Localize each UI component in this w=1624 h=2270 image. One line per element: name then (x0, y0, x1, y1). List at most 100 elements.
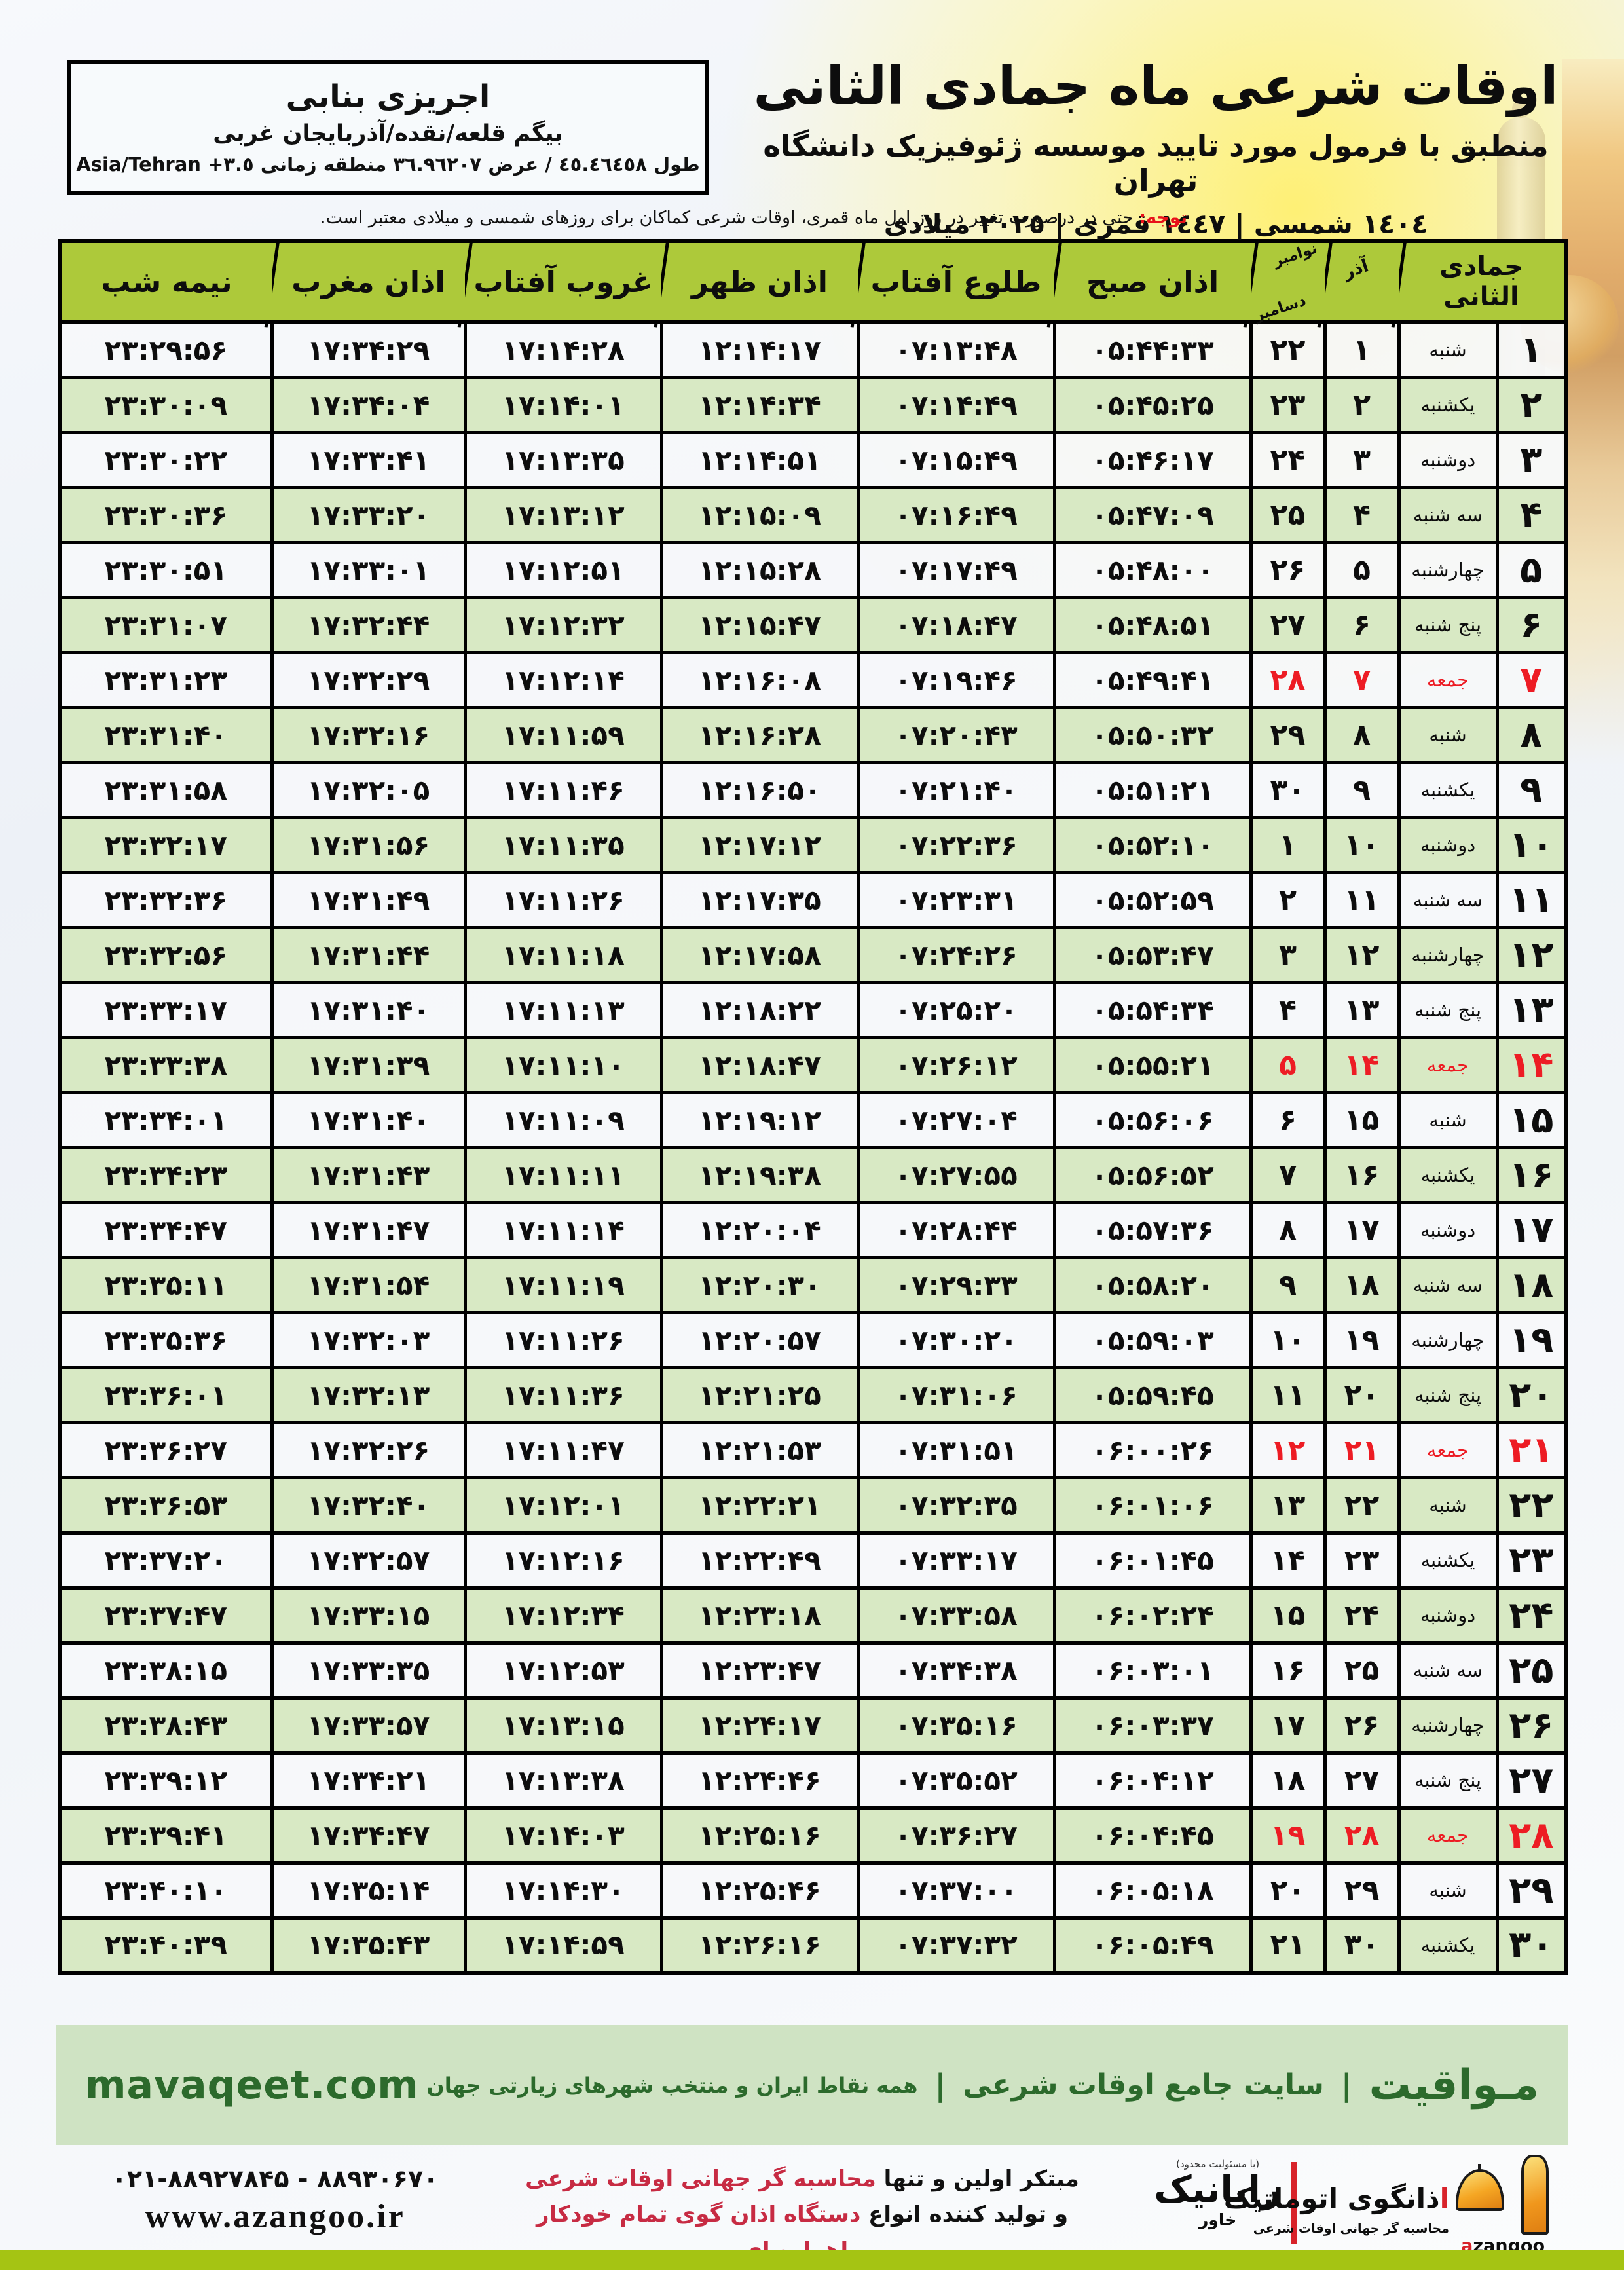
day-number-cell: ۱۳ (1495, 980, 1568, 1039)
sunrise-time-cell: ۰۷:۳۷:۰۰ (856, 1861, 1056, 1920)
fajr-time-cell: ۰۵:۵۲:۵۹ (1052, 870, 1253, 929)
rayanik-red-bar-icon (1291, 2162, 1297, 2244)
midnight-time-cell: ۲۳:۳۹:۴۱ (58, 1806, 274, 1865)
dhuhr-time-cell: ۱۲:۱۶:۲۸ (659, 705, 860, 764)
sunset-time-cell: ۱۷:۱۲:۱۶ (463, 1531, 663, 1590)
notice-line: توجه: حتی در درصورت تغییر در روز اول ماه… (58, 208, 1187, 228)
maghrib-time-cell: ۱۷:۳۱:۴۴ (270, 925, 467, 984)
table-row: ۲۱ جمعه ۲۱ ۱۲ ۰۶:۰۰:۲۶ ۰۷:۳۱:۵۱ ۱۲:۲۱:۵۳… (58, 1421, 1568, 1479)
dhuhr-time-cell: ۱۲:۲۱:۵۳ (659, 1421, 860, 1479)
weekday-cell: شنبه (1397, 705, 1499, 764)
sunset-time-cell: ۱۷:۱۱:۴۷ (463, 1421, 663, 1479)
azar-day-cell: ۲ (1323, 375, 1401, 434)
mavaqeet-tagline: سایت جامع اوقات شرعی (963, 2068, 1324, 2102)
rayanik-name: رایانیک (1154, 2168, 1282, 2211)
day-number-cell: ۸ (1495, 705, 1568, 764)
maghrib-time-cell: ۱۷:۳۲:۴۴ (270, 595, 467, 654)
maghrib-time-cell: ۱۷:۳۳:۵۷ (270, 1696, 467, 1755)
dhuhr-time-cell: ۱۲:۱۹:۱۲ (659, 1090, 860, 1149)
azar-day-cell: ۲۶ (1323, 1696, 1401, 1755)
fajr-time-cell: ۰۵:۵۸:۲۰ (1052, 1256, 1253, 1314)
dhuhr-time-cell: ۱۲:۲۶:۱۶ (659, 1916, 860, 1975)
gregorian-day-cell: ۲ (1249, 870, 1327, 929)
maghrib-time-cell: ۱۷:۳۲:۴۰ (270, 1476, 467, 1535)
sunrise-time-cell: ۰۷:۳۴:۳۸ (856, 1641, 1056, 1700)
phone-numbers: ۰۲۱-۸۸۹۲۷۸۴۵ - ۸۸۹۳۰۶۷۰ (111, 2165, 439, 2193)
midnight-time-cell: ۲۳:۳۲:۵۶ (58, 925, 274, 984)
slogan-1-black: مبتکر اولین و تنها (876, 2166, 1079, 2192)
weekday-cell: جمعه (1397, 1035, 1499, 1094)
gregorian-day-cell: ۱۶ (1249, 1641, 1327, 1700)
table-row: ۱۰ دوشنبه ۱۰ ۱ ۰۵:۵۲:۱۰ ۰۷:۲۲:۳۶ ۱۲:۱۷:۱… (58, 815, 1568, 874)
dhuhr-time-cell: ۱۲:۱۷:۳۵ (659, 870, 860, 929)
fajr-time-cell: ۰۶:۰۲:۲۴ (1052, 1586, 1253, 1645)
sunset-time-cell: ۱۷:۱۲:۰۱ (463, 1476, 663, 1535)
midnight-time-cell: ۲۳:۳۹:۱۲ (58, 1751, 274, 1810)
weekday-cell: پنج شنبه (1397, 1751, 1499, 1810)
gregorian-day-cell: ۲۵ (1249, 485, 1327, 544)
midnight-time-cell: ۲۳:۳۸:۴۳ (58, 1696, 274, 1755)
sunrise-time-cell: ۰۷:۲۷:۵۵ (856, 1145, 1056, 1204)
azar-day-cell: ۱۱ (1323, 870, 1401, 929)
weekday-cell: چهارشنبه (1397, 540, 1499, 599)
calendar-years: ١٤٠٤ شمسی | ١٤٤٧ قمری | ٢٠٢٥ میلادی (883, 208, 1428, 240)
dhuhr-time-cell: ۱۲:۱۸:۴۷ (659, 1035, 860, 1094)
dhuhr-time-cell: ۱۲:۱۷:۱۲ (659, 815, 860, 874)
midnight-time-cell: ۲۳:۲۹:۵۶ (58, 320, 274, 379)
maghrib-time-cell: ۱۷:۳۱:۴۷ (270, 1200, 467, 1259)
day-number-cell: ۱۶ (1495, 1145, 1568, 1204)
azar-day-cell: ۲۵ (1323, 1641, 1401, 1700)
header-sunrise: طلوع آفتاب (858, 239, 1054, 324)
sunset-time-cell: ۱۷:۱۲:۳۲ (463, 595, 663, 654)
midnight-time-cell: ۲۳:۳۲:۳۶ (58, 870, 274, 929)
weekday-cell: جمعه (1397, 1421, 1499, 1479)
table-row: ۱۴ جمعه ۱۴ ۵ ۰۵:۵۵:۲۱ ۰۷:۲۶:۱۲ ۱۲:۱۸:۴۷ … (58, 1035, 1568, 1094)
midnight-time-cell: ۲۳:۳۶:۵۳ (58, 1476, 274, 1535)
day-number-cell: ۲۱ (1495, 1421, 1568, 1479)
sunset-time-cell: ۱۷:۱۱:۱۴ (463, 1200, 663, 1259)
notice-text: حتی در درصورت تغییر در روز اول ماه قمری،… (320, 208, 1139, 228)
fajr-time-cell: ۰۵:۵۹:۰۳ (1052, 1311, 1253, 1369)
sunrise-time-cell: ۰۷:۳۳:۵۸ (856, 1586, 1056, 1645)
rayanik-note: (با مسئولیت محدود) (1176, 2158, 1260, 2170)
prayer-times-table: جمادی الثانی آذر نوامبر دسامبر اذان صبح … (58, 239, 1568, 1975)
day-number-cell: ۲۰ (1495, 1366, 1568, 1424)
fajr-time-cell: ۰۵:۴۶:۱۷ (1052, 430, 1253, 489)
day-number-cell: ۱۴ (1495, 1035, 1568, 1094)
day-number-cell: ۲۴ (1495, 1586, 1568, 1645)
sunrise-time-cell: ۰۷:۲۶:۱۲ (856, 1035, 1056, 1094)
dhuhr-time-cell: ۱۲:۲۳:۱۸ (659, 1586, 860, 1645)
fajr-time-cell: ۰۵:۴۹:۴۱ (1052, 650, 1253, 709)
table-row: ۶ پنج شنبه ۶ ۲۷ ۰۵:۴۸:۵۱ ۰۷:۱۸:۴۷ ۱۲:۱۵:… (58, 595, 1568, 654)
dhuhr-time-cell: ۱۲:۱۷:۵۸ (659, 925, 860, 984)
maghrib-time-cell: ۱۷:۳۲:۰۵ (270, 760, 467, 819)
weekday-cell: شنبه (1397, 320, 1499, 379)
mavaqeet-text-group: مـواقیت | سایت جامع اوقات شرعی | همه نقا… (426, 2061, 1539, 2110)
fajr-time-cell: ۰۵:۵۴:۳۴ (1052, 980, 1253, 1039)
slogan-block: مبتکر اولین و تنها محاسبه گر جهانی اوقات… (517, 2161, 1087, 2268)
sunset-time-cell: ۱۷:۱۴:۲۸ (463, 320, 663, 379)
header-azar: آذر (1325, 239, 1399, 324)
sunrise-time-cell: ۰۷:۳۱:۰۶ (856, 1366, 1056, 1424)
sunrise-time-cell: ۰۷:۳۳:۱۷ (856, 1531, 1056, 1590)
midnight-time-cell: ۲۳:۴۰:۳۹ (58, 1916, 274, 1975)
sunrise-time-cell: ۰۷:۳۲:۳۵ (856, 1476, 1056, 1535)
table-row: ۲۸ جمعه ۲۸ ۱۹ ۰۶:۰۴:۴۵ ۰۷:۳۶:۲۷ ۱۲:۲۵:۱۶… (58, 1806, 1568, 1865)
fajr-time-cell: ۰۵:۴۸:۵۱ (1052, 595, 1253, 654)
sunrise-time-cell: ۰۷:۱۴:۴۹ (856, 375, 1056, 434)
table-row: ۵ چهارشنبه ۵ ۲۶ ۰۵:۴۸:۰۰ ۰۷:۱۷:۴۹ ۱۲:۱۵:… (58, 540, 1568, 599)
midnight-time-cell: ۲۳:۳۳:۱۷ (58, 980, 274, 1039)
sunset-time-cell: ۱۷:۱۱:۰۹ (463, 1090, 663, 1149)
header-december: دسامبر (1252, 291, 1308, 325)
azangoo-website: www.azangoo.ir (145, 2198, 405, 2235)
gregorian-day-cell: ۷ (1249, 1145, 1327, 1204)
weekday-cell: پنج شنبه (1397, 980, 1499, 1039)
weekday-cell: پنج شنبه (1397, 595, 1499, 654)
rayanik-sub: خاور (1198, 2210, 1237, 2229)
fajr-time-cell: ۰۵:۵۹:۴۵ (1052, 1366, 1253, 1424)
sunrise-time-cell: ۰۷:۱۳:۴۸ (856, 320, 1056, 379)
gregorian-day-cell: ۸ (1249, 1200, 1327, 1259)
azar-day-cell: ۹ (1323, 760, 1401, 819)
sunset-time-cell: ۱۷:۱۱:۳۵ (463, 815, 663, 874)
dhuhr-time-cell: ۱۲:۱۴:۱۷ (659, 320, 860, 379)
